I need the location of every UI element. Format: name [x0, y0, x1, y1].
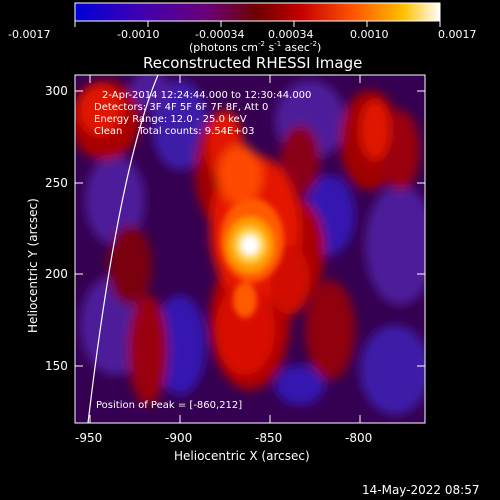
footer-timestamp: 14-May-2022 08:57	[362, 483, 479, 497]
solar-limb-curve	[87, 75, 159, 423]
x-tick-label-1: -950	[75, 431, 102, 445]
colorbar-tick-label-1: -0.0017	[8, 28, 50, 41]
info-line-time: 2-Apr-2014 12:24:44.000 to 12:30:44.000	[102, 90, 311, 101]
colorbar-units: (photons cm-2 s-1 asec-2)	[189, 40, 321, 54]
x-tick-label-2: -900	[165, 431, 192, 445]
y-tick-label-2: 250	[45, 176, 68, 190]
colorbar-tick-label-5: 0.0010	[350, 28, 389, 41]
x-axis-label: Heliocentric X (arcsec)	[174, 449, 310, 463]
colorbar-ticks	[74, 21, 441, 27]
plot-frame	[74, 74, 426, 424]
x-tick-label-4: -800	[345, 431, 372, 445]
y-tick-label-1: 300	[45, 84, 68, 98]
info-line-detectors: Detectors: 3F 4F 5F 6F 7F 8F, Att 0	[94, 102, 268, 113]
colorbar-tick-label-3: -0.00034	[195, 28, 244, 41]
colorbar-tick-label-2: -0.0010	[117, 28, 159, 41]
y-axis-label: Heliocentric Y (arcsec)	[26, 198, 40, 333]
x-tick-label-3: -850	[255, 431, 282, 445]
y-tick-label-3: 200	[45, 267, 68, 281]
colorbar-tick-label-6: 0.0017	[438, 28, 477, 41]
peak-position-label: Position of Peak = [-860,212]	[96, 400, 242, 411]
colorbar-tick-label-4: 0.00034	[268, 28, 314, 41]
colorbar: -0.0017 -0.0010 -0.00034 0.00034 0.0010 …	[8, 2, 477, 54]
x-axis-ticks	[89, 75, 361, 423]
colorbar-gradient	[74, 2, 441, 22]
observation-info: 2-Apr-2014 12:24:44.000 to 12:30:44.000 …	[94, 90, 311, 137]
y-tick-label-4: 150	[45, 359, 68, 373]
y-axis-ticks	[75, 90, 425, 367]
info-line-energy: Energy Range: 12.0 - 25.0 keV	[94, 114, 247, 125]
info-line-counts: Clean Total counts: 9.54E+03	[94, 126, 254, 137]
plot-title: Reconstructed RHESSI Image	[143, 54, 362, 72]
rhessi-image	[75, 75, 425, 423]
